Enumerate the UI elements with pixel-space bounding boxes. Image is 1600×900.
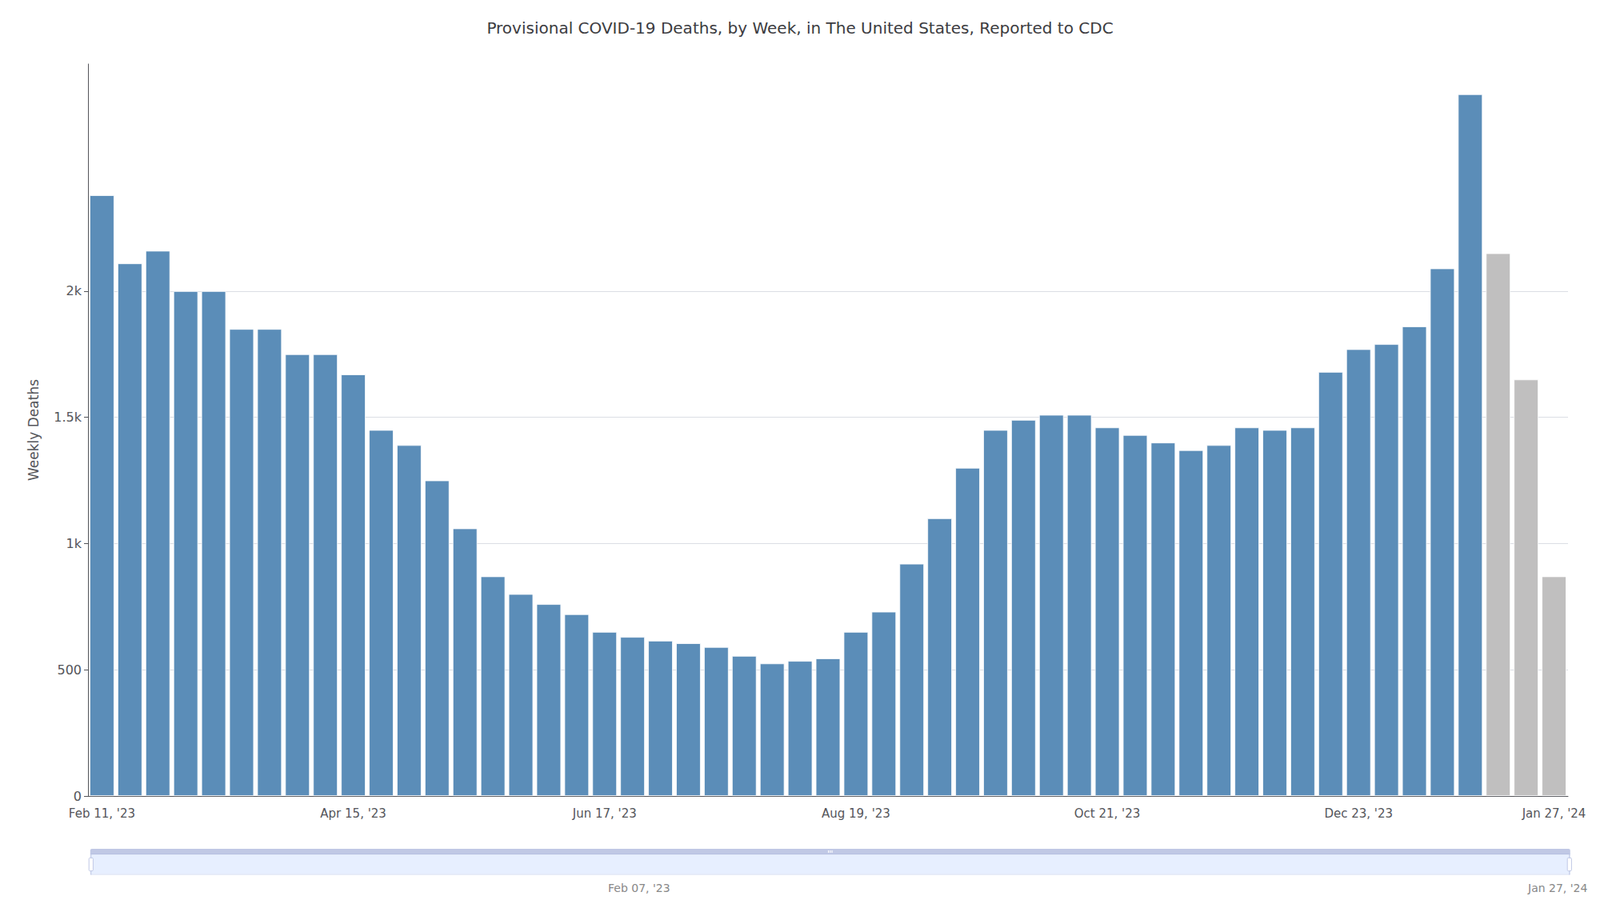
svg-text:500: 500 bbox=[56, 662, 82, 678]
svg-text:1.5k: 1.5k bbox=[53, 409, 82, 425]
svg-text:2k: 2k bbox=[66, 283, 83, 299]
svg-text:Dec 23, '23: Dec 23, '23 bbox=[1324, 806, 1393, 821]
svg-text:Feb 11, '23: Feb 11, '23 bbox=[68, 806, 136, 821]
svg-text:Weekly Deaths: Weekly Deaths bbox=[25, 379, 42, 481]
svg-text:Provisional COVID-19 Deaths, b: Provisional COVID-19 Deaths, by Week, in… bbox=[486, 18, 1113, 38]
svg-text:Jan 27, '24: Jan 27, '24 bbox=[1527, 881, 1588, 895]
svg-text:0: 0 bbox=[73, 788, 82, 804]
svg-text:Apr 15, '23: Apr 15, '23 bbox=[320, 806, 387, 821]
svg-text:Jan 27, '24: Jan 27, '24 bbox=[1521, 806, 1587, 821]
svg-text:1k: 1k bbox=[66, 536, 83, 552]
svg-text:Oct 21, '23: Oct 21, '23 bbox=[1074, 806, 1141, 821]
svg-text:Jun 17, '23: Jun 17, '23 bbox=[572, 806, 637, 821]
svg-text:Aug 19, '23: Aug 19, '23 bbox=[821, 806, 891, 821]
svg-text:Feb 07, '23: Feb 07, '23 bbox=[608, 881, 671, 895]
